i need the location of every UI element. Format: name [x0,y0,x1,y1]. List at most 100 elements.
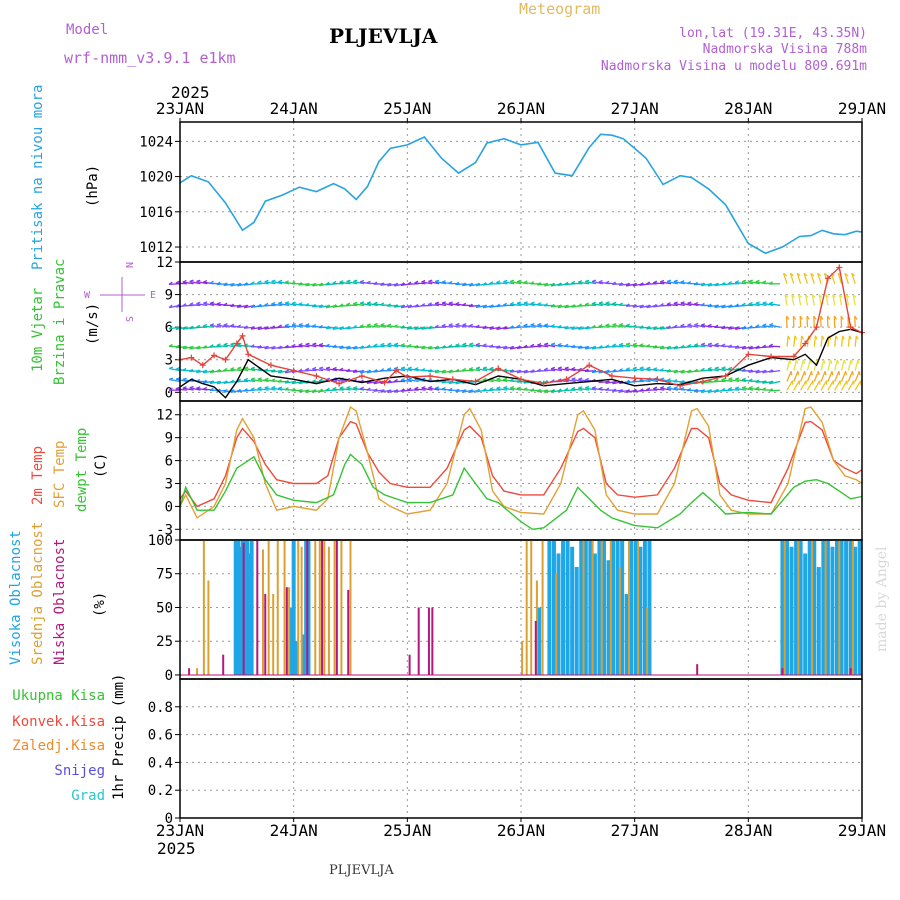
wind-arrow [598,325,610,328]
wind-arrow [359,325,371,328]
wind-arrow-head [666,368,671,373]
wind-arrow-head [223,302,228,306]
wind-arrow [598,302,610,307]
temp-unit: (C) [93,453,109,478]
wind-arrow-head [496,377,501,380]
wind-arrow-head [832,294,836,299]
wind-arrow-head [482,366,487,369]
wind-arrow [455,344,467,348]
wind-arrow-head [400,388,405,392]
wind-arrow [728,388,740,391]
wind-arrow-head [394,342,399,346]
wind-arrow [244,379,256,383]
high-cloud-bar [551,540,556,675]
precip-ylabel: 1hr Precip (mm) [111,674,127,800]
wind-arrow-head [407,343,412,348]
wind-arrow-head [223,367,228,372]
mid-cloud-bar [272,593,275,675]
wind-arrow-head [810,371,813,376]
wind-arrow-head [673,369,678,374]
wind-arrow [673,280,685,285]
wind-arrow-head [632,342,637,346]
wind-arrow [271,280,283,285]
wind-arrow-head [516,301,521,304]
wind-arrow-head [434,279,440,283]
wind-arrow-head [468,367,474,370]
wind-arrow-head [707,366,712,370]
wind-arrow [813,335,817,347]
wind-arrow-head [298,388,303,393]
wind-arrow-head [612,380,616,385]
wind-arrow-head [817,272,822,277]
wind-arrow [585,280,597,285]
wind-arrow-head [407,377,412,381]
high-cloud-bar [570,546,575,675]
panel-frame [179,678,863,819]
wind-arrow [223,344,235,348]
high-cloud-bar [242,540,247,675]
wind-arrow [496,281,508,285]
wind-arrow-head [571,280,576,284]
wind-arrow [800,380,807,391]
wind-arrow-head [741,377,746,381]
wind-arrow-head [427,325,432,329]
wind-arrow [804,294,809,306]
wind-arrow-head [305,389,310,393]
high-cloud-bar [615,540,620,675]
wind-arrow-head [612,322,617,326]
high-cloud-bar [289,607,294,675]
gust-marker [381,379,388,386]
gust-marker [211,352,218,359]
wind-arrow-head [380,368,385,372]
wind-arrow [278,302,290,307]
wind-arrow-head [700,389,705,393]
bottom-date-label: 23JAN [156,821,204,840]
wind-arrow [799,359,804,371]
wind-arrow [441,302,453,307]
wind-arrow-head [271,301,276,305]
wind-arrow-head [536,368,541,372]
high-cloud-bar [601,540,606,675]
wind-arrow [639,379,651,383]
wind-key-west: W [84,290,91,301]
wind-arrow-head [434,301,440,305]
wind-arrow-head [421,367,426,372]
wind-arrow-head [721,377,726,381]
wind-arrow-head [768,281,773,285]
wind-arrow [735,387,747,391]
mid-cloud-bar [323,540,326,675]
wind-arrow-head [496,345,500,349]
wind-arrow-head [264,302,269,307]
wind-arrow-head [271,385,276,389]
wind-arrow [496,378,508,383]
wind-arrow-head [414,326,419,330]
wind-arrow-head [250,377,256,380]
wind-arrow-head [441,323,446,327]
wind-arrow [298,344,310,348]
wind-arrow-head [434,345,439,350]
wind-arrow [735,281,747,285]
mid-cloud-bar [600,540,603,675]
high-cloud-bar [825,540,830,675]
mid-cloud-bar [333,540,336,675]
wind-arrow [838,294,843,306]
wind-arrow-head [257,280,262,284]
wind-arrow-head [503,385,508,389]
wind-arrow-head [311,303,316,308]
wind-arrow-head [612,301,617,305]
wind-arrow-head [223,323,228,326]
wind-arrow-head [230,367,235,370]
wind-arrow-head [755,369,760,374]
wind-arrow-head [414,386,419,390]
wind-arrow [462,344,474,348]
y-tick-label: 12 [156,255,173,271]
y-tick-label: 0.8 [148,700,173,716]
wind-arrow-head [802,359,806,364]
gust-marker [336,380,343,387]
wind-arrow-head [475,282,480,287]
wind-arrow-head [462,323,467,326]
wind-arrow [796,273,802,284]
wind-arrow-head [502,325,507,330]
wind-arrow-head [571,304,575,308]
wind-arrow-head [787,335,791,340]
